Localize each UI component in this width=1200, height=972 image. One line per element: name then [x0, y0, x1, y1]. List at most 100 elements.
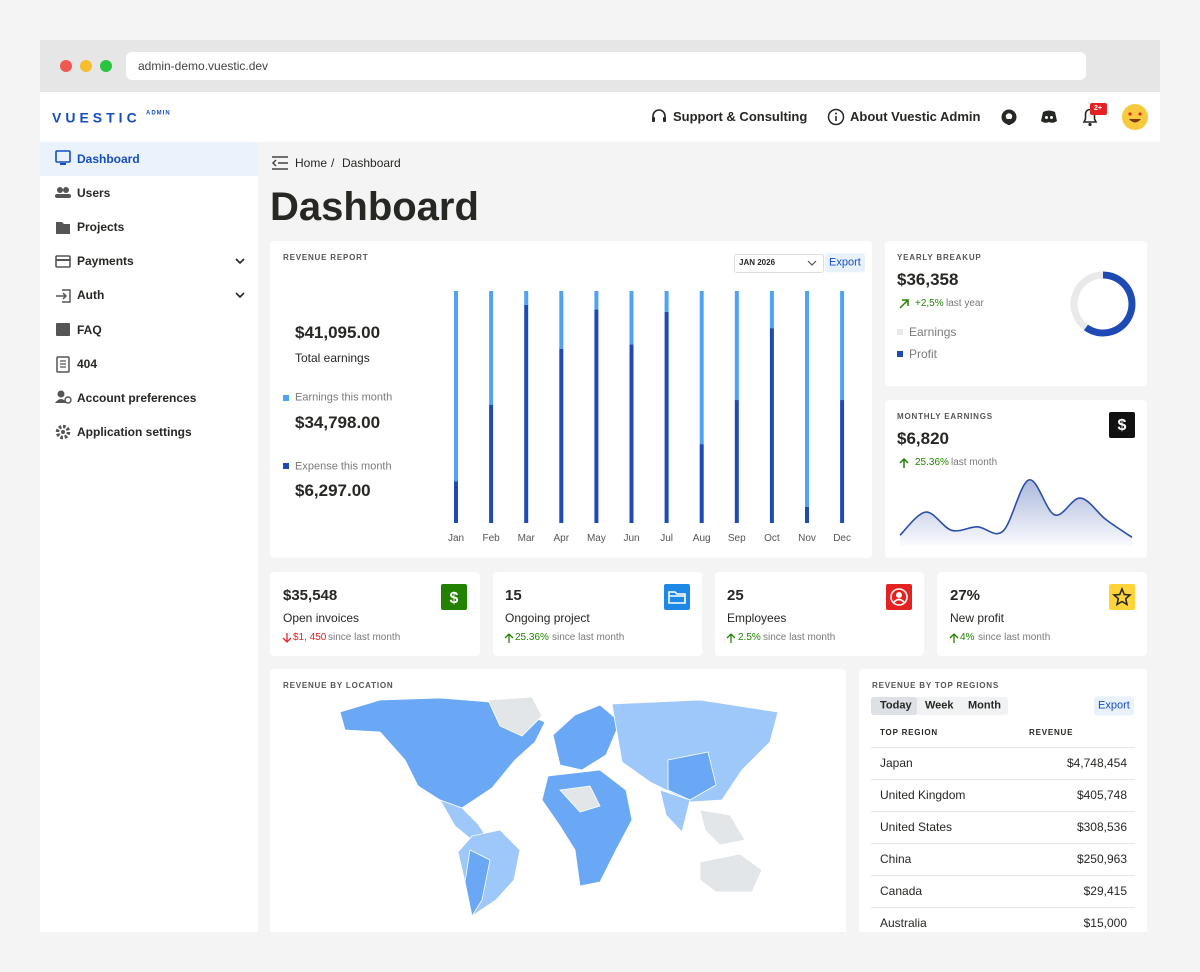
row-divider: [871, 907, 1135, 908]
legend-swatch: [897, 329, 903, 335]
stat-icon: [664, 584, 690, 610]
card-title: YEARLY BREAKUP: [897, 253, 982, 263]
stat-change: 2.5%: [738, 632, 761, 643]
sidebar: [40, 142, 258, 932]
page-title: Dashboard: [270, 185, 479, 229]
card-title: MONTHLY EARNINGS: [897, 412, 993, 422]
legend-label: Profit: [909, 346, 938, 361]
change-label: last year: [946, 298, 984, 309]
row-divider: [871, 747, 1135, 748]
monthly-earnings-card: [885, 400, 1147, 558]
stat-change-label: since last month: [763, 632, 836, 643]
row-divider: [871, 811, 1135, 812]
row-divider: [871, 875, 1135, 876]
card-title: REVENUE BY TOP REGIONS: [872, 681, 999, 691]
stat-value: 25: [727, 587, 744, 604]
legend-label: Earnings: [909, 324, 957, 339]
region[interactable]: [667, 751, 717, 801]
export-button[interactable]: Export: [825, 253, 865, 273]
select-chevron: [807, 260, 817, 266]
stat-value: $35,548: [283, 587, 338, 604]
export-button[interactable]: Export: [1094, 696, 1134, 716]
stat-label: Ongoing project: [505, 610, 590, 625]
nav-link[interactable]: Support & Consulting: [673, 109, 808, 125]
total-amount: $41,095.00: [295, 322, 381, 342]
logo[interactable]: VUESTIC: [52, 109, 141, 126]
notifications-icon[interactable]: [1080, 103, 1110, 129]
region[interactable]: [552, 704, 621, 771]
stat-icon: $: [441, 584, 467, 610]
row-divider: [871, 779, 1135, 780]
trend-up-icon: [726, 633, 736, 643]
tab[interactable]: Week: [925, 699, 954, 712]
avatar[interactable]: [1122, 104, 1148, 130]
region[interactable]: [659, 789, 691, 833]
info-icon: [827, 108, 845, 126]
nav-link[interactable]: About Vuestic Admin: [850, 109, 981, 125]
revenue-cell: $308,536: [1076, 819, 1127, 834]
window-controls: [60, 60, 112, 72]
region[interactable]: [611, 699, 779, 803]
address-bar[interactable]: [126, 52, 1086, 80]
github-icon[interactable]: [1001, 109, 1017, 125]
period-select[interactable]: [734, 254, 824, 273]
sidebar-item[interactable]: [40, 142, 258, 176]
sidebar-label: FAQ: [77, 322, 102, 337]
sidebar-label: 404: [77, 356, 98, 371]
legend-swatch: [283, 395, 289, 401]
amount: $36,358: [897, 269, 959, 289]
change-label: last month: [951, 457, 998, 468]
sidebar-label: Users: [77, 185, 111, 200]
sidebar-label: Account preferences: [77, 390, 197, 405]
region[interactable]: [464, 849, 491, 918]
total-label: Total earnings: [295, 350, 370, 365]
revenue-cell: $15,000: [1083, 915, 1127, 930]
sidebar-label: Dashboard: [77, 151, 140, 166]
earnings-amount: $34,798.00: [295, 412, 381, 432]
region[interactable]: [339, 697, 546, 809]
region-cell: Japan: [880, 755, 913, 770]
row-divider: [871, 843, 1135, 844]
breadcrumb-link[interactable]: Home: [295, 155, 328, 170]
revenue-cell: $250,963: [1076, 851, 1127, 866]
chevrons: [235, 258, 245, 299]
sidebar-icons: [55, 150, 72, 440]
region[interactable]: [699, 853, 763, 893]
region[interactable]: [559, 785, 601, 813]
world-map: [339, 696, 779, 918]
tab[interactable]: Month: [968, 699, 1001, 712]
breadcrumb-separator: /: [331, 155, 335, 170]
region[interactable]: [699, 809, 746, 846]
stat-value: 15: [505, 587, 522, 604]
revenue-cell: $405,748: [1076, 787, 1127, 802]
discord-icon[interactable]: [1040, 110, 1058, 124]
region[interactable]: [541, 769, 633, 887]
legend-swatch: [897, 351, 903, 357]
app-header: [40, 92, 1160, 142]
menu-toggle[interactable]: [271, 155, 289, 171]
support-icon: [652, 109, 666, 122]
region-cell: Australia: [880, 915, 927, 930]
region-cell: China: [880, 851, 912, 866]
stat-change-label: since last month: [978, 632, 1051, 643]
trend-up-icon: [899, 299, 909, 309]
svg-text:$: $: [1118, 417, 1127, 434]
region-cell: United Kingdom: [880, 787, 966, 802]
trend-up-icon: [899, 457, 909, 468]
tab[interactable]: Today: [880, 699, 912, 712]
sidebar-label: Auth: [77, 287, 105, 302]
sidebar-label: Application settings: [77, 424, 192, 439]
stat-change: $1, 450: [293, 632, 327, 643]
stat-value: 27%: [950, 587, 981, 604]
close-dot[interactable]: [60, 60, 72, 72]
card-title: REVENUE REPORT: [283, 253, 369, 263]
url: admin-demo.vuestic.dev: [138, 58, 269, 73]
legend-label: Earnings this month: [295, 391, 393, 404]
maximize-dot[interactable]: [100, 60, 112, 72]
trend-up-icon: [949, 633, 959, 643]
amount: $6,820: [897, 428, 949, 448]
minimize-dot[interactable]: [80, 60, 92, 72]
region[interactable]: [487, 696, 543, 737]
